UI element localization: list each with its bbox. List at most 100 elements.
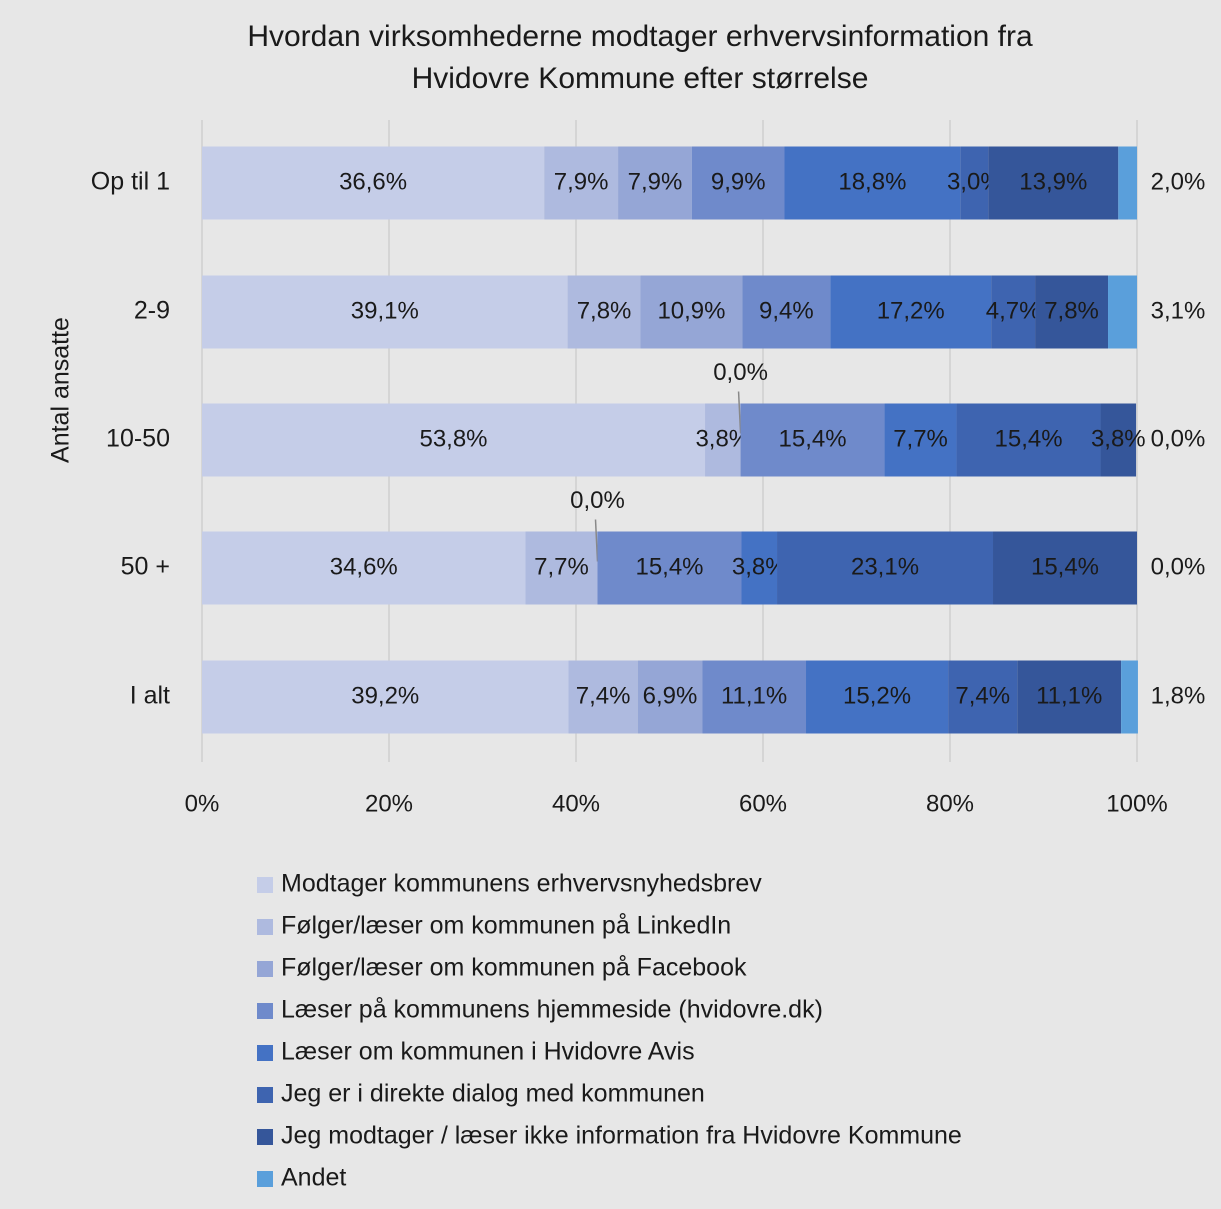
- x-tick-label: 20%: [365, 790, 413, 817]
- bar-segment: [1035, 275, 1109, 349]
- data-label: 15,4%: [779, 425, 847, 452]
- bar-segment: [740, 403, 885, 477]
- bar-segment: [202, 403, 706, 477]
- y-tick-label: I alt: [130, 682, 170, 710]
- data-label: 39,1%: [351, 297, 419, 324]
- chart-subtitle: Hvidovre Kommune efter størrelse: [412, 62, 869, 95]
- legend-label: Følger/læser om kommunen på Facebook: [281, 954, 747, 982]
- data-label: 15,2%: [843, 682, 911, 709]
- bar-segment: [1100, 403, 1137, 477]
- data-label: 11,1%: [1036, 682, 1102, 709]
- bar-segment: [1017, 660, 1122, 734]
- bar-segment: [202, 660, 569, 734]
- bar-segment: [544, 146, 619, 220]
- legend-label: Jeg modtager / læser ikke information fr…: [281, 1122, 962, 1150]
- legend-swatch: [257, 919, 273, 935]
- bar-segment: [705, 403, 741, 477]
- bar-segment: [1121, 660, 1138, 734]
- data-label: 7,7%: [534, 553, 589, 580]
- bar-segment: [525, 531, 598, 605]
- data-label: 36,6%: [339, 168, 407, 195]
- data-label: 11,1%: [721, 682, 787, 709]
- data-label: 7,9%: [554, 168, 609, 195]
- data-label: 7,4%: [955, 682, 1010, 709]
- bar-segment: [741, 531, 778, 605]
- y-tick-label: 50 +: [121, 553, 170, 581]
- bar-segment: [640, 275, 743, 349]
- bar-segment: [702, 660, 807, 734]
- data-label: 15,4%: [635, 553, 703, 580]
- data-label: 0,0%: [570, 487, 625, 514]
- x-tick-label: 40%: [552, 790, 600, 817]
- bar-segment: [202, 531, 526, 605]
- data-label: 13,9%: [1019, 168, 1087, 195]
- data-label: 7,8%: [1044, 297, 1099, 324]
- legend-swatch: [257, 1087, 273, 1103]
- x-tick-label: 80%: [926, 790, 974, 817]
- bar-segment: [742, 275, 831, 349]
- x-tick-label: 100%: [1106, 790, 1167, 817]
- data-label: 0,0%: [1151, 425, 1206, 452]
- data-label: 7,8%: [577, 297, 632, 324]
- bar-segment: [784, 146, 961, 220]
- legend-swatch: [257, 1129, 273, 1145]
- legend-swatch: [257, 1045, 273, 1061]
- bar-segment: [960, 146, 989, 220]
- legend-label: Andet: [281, 1164, 346, 1192]
- bar-segment: [830, 275, 992, 349]
- data-label: 18,8%: [838, 168, 906, 195]
- bar-segment: [991, 275, 1036, 349]
- bar-segment: [691, 146, 785, 220]
- data-label: 2,0%: [1151, 168, 1206, 195]
- leader-line: [594, 519, 599, 562]
- data-label: 53,8%: [419, 425, 487, 452]
- leader-line: [737, 391, 742, 434]
- data-label: 6,9%: [643, 682, 698, 709]
- data-label: 0,0%: [713, 359, 768, 386]
- legend-label: Læser på kommunens hjemmeside (hvidovre.…: [281, 996, 823, 1024]
- y-tick-label: Op til 1: [91, 168, 170, 196]
- data-label: 15,4%: [995, 425, 1063, 452]
- bar-segment: [1118, 146, 1137, 220]
- data-label: 15,4%: [1031, 553, 1099, 580]
- data-label: 0,0%: [1151, 553, 1206, 580]
- data-label: 3,8%: [1091, 425, 1146, 452]
- data-label: 7,4%: [576, 682, 631, 709]
- bar-segment: [988, 146, 1119, 220]
- data-label: 23,1%: [851, 553, 919, 580]
- legend-swatch: [257, 1003, 273, 1019]
- y-axis-title: Antal ansatte: [47, 317, 75, 463]
- bar-segment: [202, 275, 568, 349]
- x-tick-label: 60%: [739, 790, 787, 817]
- data-label: 10,9%: [657, 297, 725, 324]
- chart-title: Hvordan virksomhederne modtager erhvervs…: [247, 20, 1033, 53]
- bar-segment: [884, 403, 957, 477]
- bar-segment: [777, 531, 994, 605]
- legend-swatch: [257, 961, 273, 977]
- bar-segment: [597, 531, 742, 605]
- legend-label: Modtager kommunens erhvervsnyhedsbrev: [281, 870, 762, 898]
- x-tick-label: 0%: [185, 790, 220, 817]
- data-label: 4,7%: [986, 297, 1041, 324]
- legend-swatch: [257, 877, 273, 893]
- data-label: 9,4%: [759, 297, 814, 324]
- bar-segment: [618, 146, 692, 220]
- legend-label: Læser om kommunen i Hvidovre Avis: [281, 1038, 695, 1066]
- bar-segment: [1108, 275, 1137, 349]
- y-tick-label: 10-50: [106, 425, 170, 453]
- data-label: 39,2%: [351, 682, 419, 709]
- bar-segment: [806, 660, 949, 734]
- bar-segment: [568, 660, 638, 734]
- bar-segment: [948, 660, 1018, 734]
- legend-label: Følger/læser om kommunen på LinkedIn: [281, 912, 731, 940]
- data-label: 7,7%: [893, 425, 948, 452]
- data-label: 1,8%: [1151, 682, 1206, 709]
- data-label: 3,1%: [1151, 297, 1206, 324]
- bar-segment: [956, 403, 1101, 477]
- legend-swatch: [257, 1171, 273, 1187]
- bar-segment: [202, 146, 545, 220]
- bar-segment: [567, 275, 641, 349]
- data-label: 17,2%: [877, 297, 945, 324]
- data-label: 7,9%: [628, 168, 683, 195]
